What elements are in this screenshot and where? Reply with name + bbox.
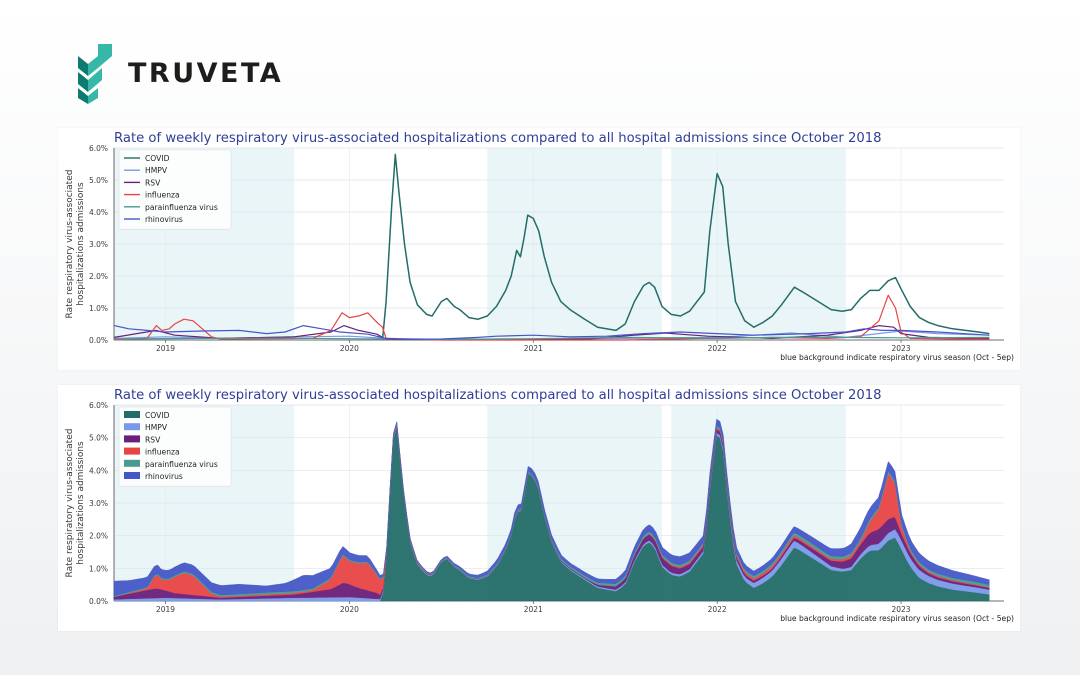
area-chart-legend-box <box>118 406 232 487</box>
area-chart-legend: COVID HMPV RSV influenza parainfluenza virus… <box>118 406 232 487</box>
line-chart-legend-label-hmpv: HMPV <box>145 166 168 175</box>
line-chart-legend-box <box>118 149 232 230</box>
line-chart-y-axis-label: Rate respiratory virus-associatedhospita… <box>65 170 86 319</box>
area-chart: Rate of weekly respiratory virus-associa… <box>65 388 1014 623</box>
line-chart-y-tick-label: 2.0% <box>89 272 108 281</box>
area-chart-x-tick-label: 2021 <box>524 605 543 614</box>
area-chart-y-tick-label: 5.0% <box>89 434 108 443</box>
line-chart-x-tick-label: 2023 <box>891 344 910 353</box>
area-chart-legend-swatch-rsv <box>124 435 140 443</box>
area-chart-y-tick-label: 0.0% <box>89 597 108 606</box>
line-chart-panel: Rate of weekly respiratory virus-associa… <box>58 128 1020 370</box>
line-chart-y-tick-label: 1.0% <box>89 304 108 313</box>
brand-wordmark: TRUVETA <box>128 57 284 89</box>
line-chart-x-tick-label: 2020 <box>340 344 359 353</box>
line-chart-y-tick-label: 4.0% <box>89 208 108 217</box>
line-chart-legend-label-parainfluenza-virus: parainfluenza virus <box>145 203 218 212</box>
area-chart-season-note: blue background indicate respiratory vir… <box>780 614 1014 623</box>
line-chart-season-note: blue background indicate respiratory vir… <box>780 353 1014 362</box>
area-chart-x-tick-label: 2020 <box>340 605 359 614</box>
area-chart-legend-swatch-influenza <box>124 447 140 455</box>
area-chart-legend-label-rsv: RSV <box>145 435 161 444</box>
area-chart-y-axis-label: Rate respiratory virus-associatedhospita… <box>65 429 86 578</box>
area-chart-legend-swatch-rhinovirus <box>124 472 140 479</box>
area-chart-x-tick-label: 2019 <box>156 605 175 614</box>
area-chart-legend-label-influenza: influenza <box>145 448 180 457</box>
line-chart-x-tick-label: 2021 <box>524 344 543 353</box>
line-chart-legend-label-covid: COVID <box>145 154 170 163</box>
line-chart-y-tick-label: 6.0% <box>89 144 108 153</box>
area-chart-y-tick-label: 1.0% <box>89 564 108 573</box>
area-chart-legend-swatch-hmpv <box>124 423 140 431</box>
area-chart-legend-label-covid: COVID <box>145 411 170 420</box>
area-chart-y-tick-label: 4.0% <box>89 466 108 475</box>
line-chart-y-tick-label: 3.0% <box>89 240 108 249</box>
line-chart-x-tick-label: 2022 <box>708 344 727 353</box>
truveta-logo-icon <box>78 44 112 104</box>
line-chart-legend: COVID HMPV RSV influenza parainfluenza virus… <box>118 149 232 230</box>
area-chart-x-tick-label: 2023 <box>891 605 910 614</box>
area-chart-title: Rate of weekly respiratory virus-associa… <box>114 388 882 403</box>
area-chart-y-tick-label: 3.0% <box>89 499 108 508</box>
area-chart-y-tick-label: 6.0% <box>89 401 108 410</box>
area-chart-panel: Rate of weekly respiratory virus-associa… <box>58 385 1020 631</box>
line-chart-x-tick-label: 2019 <box>156 344 175 353</box>
line-chart-y-tick-label: 0.0% <box>89 336 108 345</box>
area-chart-legend-label-hmpv: HMPV <box>145 423 168 432</box>
line-chart-legend-label-rsv: RSV <box>145 178 161 187</box>
area-chart-legend-label-rhinovirus: rhinovirus <box>145 472 183 481</box>
line-chart-series-covid <box>381 153 990 341</box>
line-chart: Rate of weekly respiratory virus-associa… <box>65 131 1014 362</box>
area-chart-legend-swatch-parainfluenza-virus <box>124 459 140 467</box>
area-chart-legend-swatch-covid <box>124 411 140 418</box>
area-chart-series-rhinovirus <box>113 418 990 597</box>
area-chart-legend-label-parainfluenza-virus: parainfluenza virus <box>145 460 218 469</box>
line-chart-title: Rate of weekly respiratory virus-associa… <box>114 131 882 146</box>
line-chart-series-parainfluenza-virus <box>113 336 990 340</box>
line-chart-series-rhinovirus <box>113 325 990 340</box>
brand: TRUVETA <box>76 42 283 104</box>
line-chart-y-tick-label: 5.0% <box>89 176 108 185</box>
line-chart-legend-label-rhinovirus: rhinovirus <box>145 215 183 224</box>
area-chart-y-tick-label: 2.0% <box>89 532 108 541</box>
area-chart-x-tick-label: 2022 <box>708 605 727 614</box>
line-chart-legend-label-influenza: influenza <box>145 191 180 200</box>
